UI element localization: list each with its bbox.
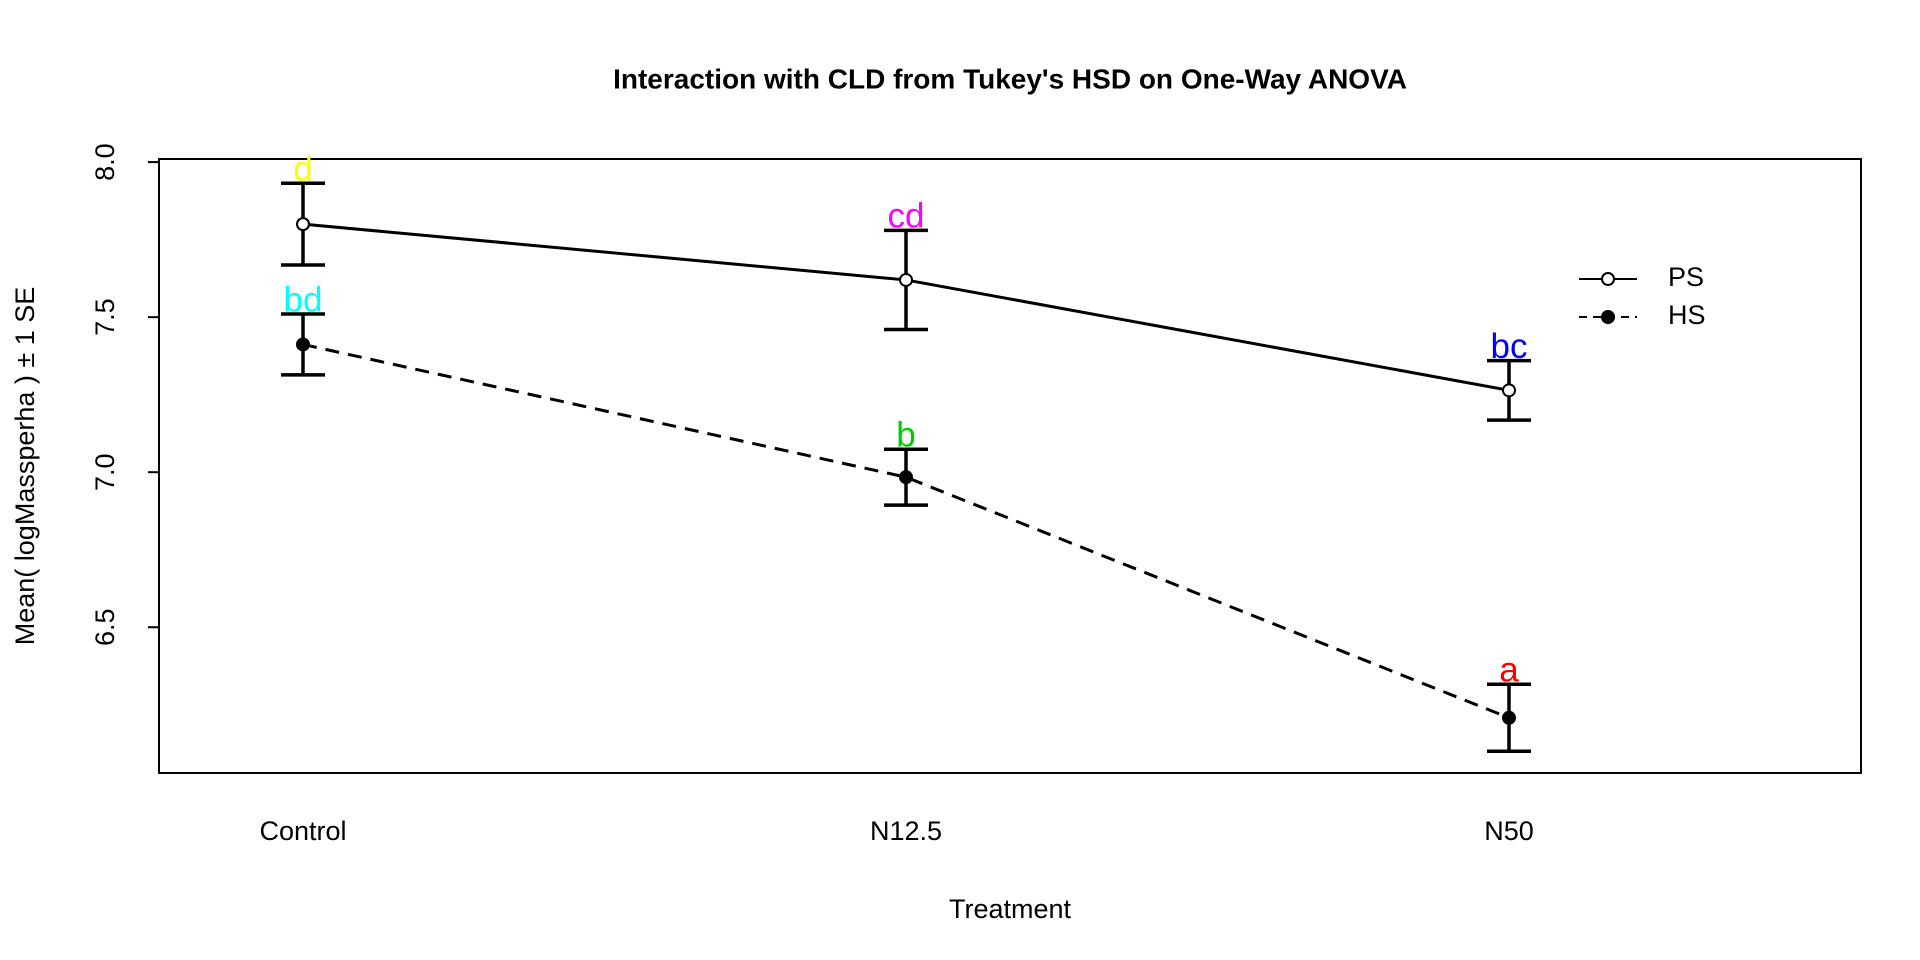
chart-title: Interaction with CLD from Tukey's HSD on… [613, 63, 1407, 94]
y-tick-label: 8.0 [90, 143, 120, 181]
legend-label: PS [1668, 262, 1704, 292]
point [296, 217, 310, 232]
point [899, 470, 913, 485]
point [899, 272, 913, 287]
cld-letter: d [293, 149, 312, 188]
x-tick-label: N50 [1484, 816, 1534, 846]
legend-label: HS [1668, 300, 1706, 330]
x-tick-label: N12.5 [870, 816, 942, 846]
point [296, 337, 310, 352]
point [1502, 710, 1516, 725]
y-tick-label: 7.5 [90, 298, 120, 336]
series-line [302, 342, 1510, 720]
x-tick-label: Control [259, 816, 346, 846]
y-axis-label: Mean( logMassperha ) ± 1 SE [10, 287, 40, 645]
y-tick-label: 7.0 [90, 453, 120, 491]
cld-letter: bc [1491, 327, 1528, 366]
plot-frame [158, 158, 1862, 774]
cld-letter: a [1499, 651, 1519, 690]
cld-letter: cd [888, 197, 925, 236]
x-axis-label: Treatment [949, 894, 1072, 924]
legend-marker [1601, 272, 1615, 286]
legend-marker [1601, 310, 1615, 324]
y-tick-label: 6.5 [90, 608, 120, 646]
cld-letter: bd [284, 280, 323, 319]
cld-letter: b [896, 416, 915, 455]
point [1502, 383, 1516, 398]
